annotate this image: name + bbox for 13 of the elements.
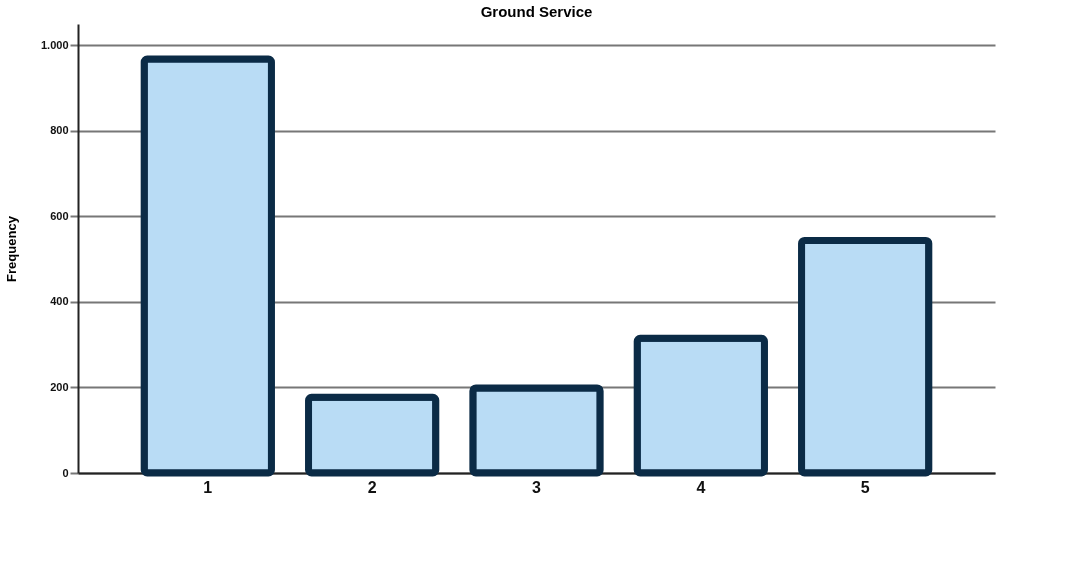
y-tick-label: 0 [62, 466, 69, 479]
y-axis-title: Frequency [3, 215, 19, 282]
x-tick-label: 3 [532, 478, 542, 496]
y-tick-label: 600 [50, 209, 69, 222]
x-tick-label: 5 [860, 478, 870, 496]
chart-title: Ground Service [480, 3, 593, 20]
y-tick-label: 800 [50, 124, 69, 137]
y-tick-label: 400 [50, 295, 69, 308]
x-tick-label: 1 [203, 478, 213, 496]
y-tick-label: 200 [50, 380, 69, 393]
x-tick-label: 2 [367, 478, 377, 496]
x-tick-label: 4 [696, 478, 706, 496]
y-tick-label: 1.000 [40, 38, 69, 51]
